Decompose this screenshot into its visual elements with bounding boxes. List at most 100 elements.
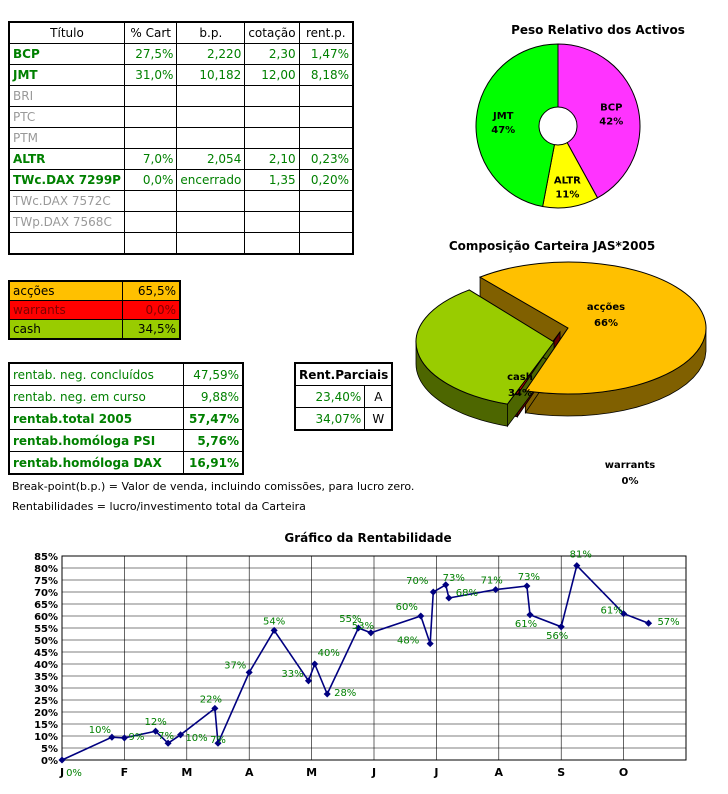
y-tick-label: 45% (34, 648, 58, 659)
pie1-slice-label: BCP (600, 102, 622, 113)
y-tick-label: 5% (41, 744, 58, 755)
rentability-value: 5,76% (183, 429, 244, 452)
series-point (417, 612, 425, 620)
x-tick-label: J (59, 766, 64, 779)
series-line (61, 564, 649, 761)
x-tick-label: J (371, 766, 376, 779)
pie2-slice-pct: 34% (508, 388, 532, 399)
rentability-label: rentab.homóloga DAX (8, 451, 184, 475)
x-tick-label: M (306, 766, 317, 779)
rentability-value: 16,91% (183, 451, 244, 475)
series-point (354, 624, 362, 632)
data-label: 33% (281, 669, 303, 680)
x-tick-label: J (433, 766, 438, 779)
y-tick-label: 35% (34, 672, 58, 683)
series-point (523, 582, 531, 590)
holding-name: BCP (8, 43, 125, 65)
series-point (120, 734, 128, 742)
x-tick-label: O (619, 766, 628, 779)
series-point (526, 611, 534, 619)
holding-row: TWc.DAX 7572C (8, 190, 354, 212)
series-point (426, 640, 434, 648)
holding-cart (123, 190, 178, 212)
holding-rent: 8,18% (298, 64, 354, 86)
holding-rent: 1,47% (298, 43, 354, 65)
y-tick-label: 65% (34, 600, 58, 611)
holding-row: ALTR 7,0% 2,054 2,10 0,23% (8, 148, 354, 170)
series-point (245, 668, 253, 676)
rentability-value: 47,59% (183, 362, 244, 386)
data-label: 37% (224, 660, 246, 671)
allocation-row: cash 34,5% (8, 319, 181, 340)
series-point (367, 629, 375, 637)
holding-bp (176, 211, 246, 233)
allocation-label: warrants (8, 300, 123, 320)
pie2-slice-2 (415, 289, 555, 405)
data-label: 10% (185, 733, 207, 744)
series-point (557, 623, 565, 631)
partial-code: A (364, 385, 393, 408)
rentability-value: 9,88% (183, 385, 244, 408)
header-titulo: Título (8, 21, 125, 44)
partial-code: W (364, 407, 393, 431)
pie1-slice-bcp (557, 43, 641, 199)
holding-name: TWc.DAX 7572C (8, 190, 125, 212)
rentability-label: rentab. neg. em curso (8, 385, 184, 408)
holding-cotacao (244, 211, 300, 233)
pie2-slice-pct: 0% (622, 476, 639, 487)
series-point (152, 727, 160, 735)
partial-value: 23,40% (294, 385, 366, 408)
data-label: 73% (443, 573, 465, 584)
data-label: 61% (515, 619, 537, 630)
data-label: 40% (318, 648, 340, 659)
data-label: 9% (128, 732, 144, 743)
holding-cart: 31,0% (123, 64, 178, 86)
data-label: 60% (396, 602, 418, 613)
holding-rent (298, 85, 354, 107)
header-cart: % Cart (123, 21, 178, 44)
data-label: 10% (89, 725, 111, 736)
series-point (323, 690, 331, 698)
pie2-slice-0 (478, 261, 707, 395)
holding-row: BRI (8, 85, 354, 107)
y-tick-label: 70% (34, 588, 58, 599)
x-tick-label: S (557, 766, 565, 779)
data-label: 68% (456, 588, 478, 599)
allocation-value: 65,5% (122, 280, 181, 301)
header-cotacao: cotação (244, 21, 300, 44)
holding-bp (176, 190, 246, 212)
holding-bp (176, 106, 246, 128)
holding-cart (123, 85, 178, 107)
rentability-label: rentab.total 2005 (8, 407, 184, 430)
series-point (445, 594, 453, 602)
holdings-table: Título % Cart b.p. cotação rent.p. BCP 27… (8, 21, 354, 255)
series-point (311, 660, 319, 668)
y-tick-label: 40% (34, 660, 58, 671)
holding-cart: 27,5% (123, 43, 178, 65)
y-tick-label: 0% (41, 756, 58, 767)
pie2-slice-label: warrants (605, 460, 655, 471)
data-label: 48% (397, 636, 419, 647)
holding-bp: 2,220 (176, 43, 246, 65)
y-tick-label: 25% (34, 696, 58, 707)
holding-rent: 0,20% (298, 169, 354, 191)
holding-rent (298, 190, 354, 212)
series-point (177, 731, 185, 739)
x-tick-label: M (181, 766, 192, 779)
partial-value: 34,07% (294, 407, 366, 431)
y-tick-label: 60% (34, 612, 58, 623)
data-label: 71% (481, 576, 503, 587)
header-bp: b.p. (176, 21, 246, 44)
holding-bp: encerrado (176, 169, 246, 191)
data-label: 22% (200, 694, 222, 705)
holding-rent (298, 232, 354, 255)
pie2-slice-pct: 66% (594, 318, 618, 329)
allocation-label: cash (8, 319, 123, 340)
pie2-slice-label: acções (587, 302, 625, 313)
pie1-slice-label: ALTR (554, 175, 581, 186)
holding-row: TWc.DAX 7299P 0,0% encerrado 1,35 0,20% (8, 169, 354, 191)
holding-cart: 0,0% (123, 169, 178, 191)
y-tick-label: 55% (34, 624, 58, 635)
series-point (429, 588, 437, 596)
holding-cotacao (244, 127, 300, 149)
